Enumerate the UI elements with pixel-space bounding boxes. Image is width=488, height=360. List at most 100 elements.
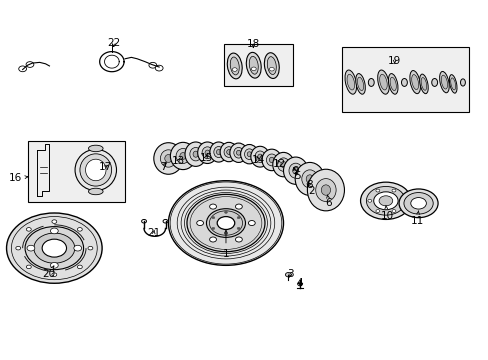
- Ellipse shape: [209, 142, 227, 162]
- Circle shape: [6, 213, 102, 283]
- Text: 6: 6: [325, 195, 331, 208]
- Circle shape: [16, 246, 20, 250]
- Circle shape: [52, 220, 57, 224]
- Circle shape: [224, 233, 227, 235]
- Text: 7: 7: [160, 162, 166, 172]
- Ellipse shape: [377, 70, 388, 94]
- Ellipse shape: [460, 79, 465, 86]
- Ellipse shape: [236, 150, 241, 155]
- Ellipse shape: [379, 74, 386, 90]
- Circle shape: [206, 209, 245, 237]
- Ellipse shape: [387, 73, 397, 94]
- Ellipse shape: [176, 148, 190, 163]
- Circle shape: [366, 186, 405, 215]
- Circle shape: [209, 237, 216, 242]
- Circle shape: [375, 210, 379, 212]
- Text: 11: 11: [409, 211, 423, 226]
- Ellipse shape: [346, 74, 354, 90]
- Circle shape: [410, 198, 426, 209]
- Circle shape: [375, 189, 379, 192]
- Circle shape: [217, 217, 234, 229]
- Ellipse shape: [419, 74, 427, 94]
- Text: 13: 13: [171, 156, 184, 166]
- Ellipse shape: [283, 157, 307, 184]
- Circle shape: [399, 199, 403, 202]
- Circle shape: [398, 189, 437, 218]
- Circle shape: [186, 194, 264, 252]
- Ellipse shape: [224, 147, 233, 157]
- Ellipse shape: [246, 52, 261, 78]
- Ellipse shape: [307, 169, 344, 211]
- Ellipse shape: [295, 162, 324, 195]
- Ellipse shape: [216, 149, 221, 154]
- Ellipse shape: [288, 163, 302, 178]
- Bar: [341, 47, 468, 112]
- Bar: [27, 140, 125, 202]
- Circle shape: [26, 265, 31, 269]
- Circle shape: [52, 273, 57, 276]
- Ellipse shape: [170, 142, 195, 170]
- Circle shape: [74, 245, 81, 251]
- Text: 9: 9: [291, 166, 298, 176]
- Ellipse shape: [189, 148, 201, 161]
- Ellipse shape: [272, 152, 294, 177]
- Text: 16: 16: [9, 173, 28, 183]
- Circle shape: [19, 66, 26, 72]
- Ellipse shape: [230, 57, 239, 75]
- Ellipse shape: [448, 75, 456, 93]
- Ellipse shape: [227, 53, 242, 79]
- Ellipse shape: [249, 56, 258, 74]
- Circle shape: [373, 192, 397, 210]
- Circle shape: [269, 67, 274, 71]
- Circle shape: [224, 211, 227, 213]
- Ellipse shape: [244, 149, 254, 159]
- Circle shape: [360, 182, 410, 220]
- Ellipse shape: [301, 170, 317, 188]
- Ellipse shape: [266, 154, 277, 166]
- Ellipse shape: [367, 78, 373, 86]
- Circle shape: [235, 237, 242, 242]
- Circle shape: [88, 246, 93, 250]
- Text: 22: 22: [107, 38, 120, 48]
- Circle shape: [211, 227, 214, 229]
- Circle shape: [26, 228, 31, 231]
- Ellipse shape: [88, 188, 103, 195]
- Ellipse shape: [193, 151, 198, 157]
- Text: 8: 8: [305, 180, 312, 190]
- Ellipse shape: [315, 179, 335, 202]
- Ellipse shape: [264, 53, 279, 78]
- Ellipse shape: [220, 142, 237, 162]
- Circle shape: [42, 239, 66, 257]
- Text: 21: 21: [147, 228, 160, 238]
- Text: 14: 14: [251, 154, 264, 165]
- Circle shape: [235, 204, 242, 209]
- Ellipse shape: [229, 143, 247, 162]
- Ellipse shape: [305, 175, 313, 183]
- Text: 4: 4: [296, 278, 303, 288]
- Circle shape: [142, 220, 146, 223]
- Ellipse shape: [164, 154, 172, 162]
- Circle shape: [378, 196, 392, 206]
- Bar: [224, 44, 293, 86]
- Ellipse shape: [246, 152, 251, 157]
- Ellipse shape: [345, 70, 356, 94]
- Ellipse shape: [204, 150, 209, 156]
- Ellipse shape: [233, 148, 243, 158]
- Circle shape: [403, 193, 432, 214]
- Ellipse shape: [257, 154, 262, 159]
- Circle shape: [209, 204, 216, 209]
- Ellipse shape: [240, 144, 258, 164]
- Text: 3: 3: [286, 269, 293, 279]
- Ellipse shape: [440, 75, 447, 89]
- Text: 1: 1: [222, 230, 229, 258]
- Circle shape: [50, 228, 58, 234]
- Circle shape: [77, 265, 82, 269]
- Ellipse shape: [292, 167, 298, 174]
- Circle shape: [237, 217, 240, 219]
- Circle shape: [211, 217, 214, 219]
- Text: 2: 2: [306, 184, 314, 197]
- Ellipse shape: [409, 71, 420, 94]
- Circle shape: [391, 210, 395, 212]
- Ellipse shape: [154, 143, 183, 174]
- Circle shape: [237, 227, 240, 229]
